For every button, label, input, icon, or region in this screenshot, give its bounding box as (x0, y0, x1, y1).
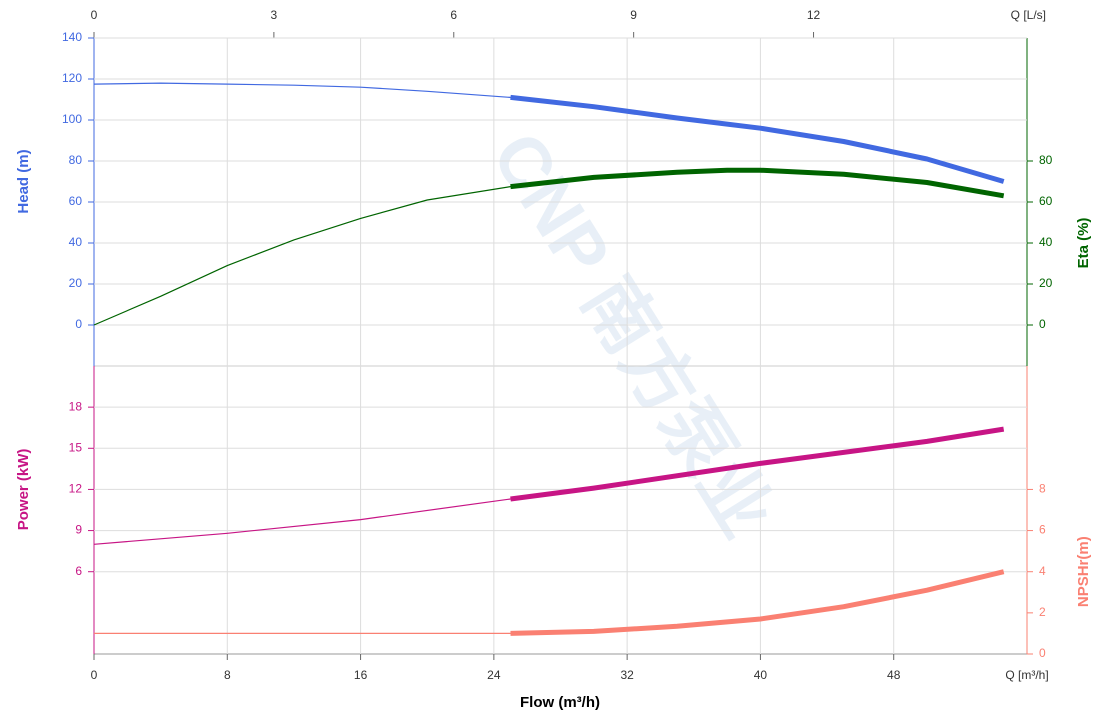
curve-duty (510, 569, 1005, 636)
y2-tick-label: 0 (1039, 317, 1046, 331)
y2-tick-label: 0 (1039, 646, 1046, 660)
y2-axis-label: Eta (%) (1075, 218, 1092, 269)
x-axis-label: Flow (m³/h) (520, 694, 600, 711)
y2-tick-label: 6 (1039, 523, 1046, 537)
x-tick-label: 8 (224, 668, 231, 682)
y-tick-label: 20 (69, 276, 83, 290)
x-tick-label: 16 (354, 668, 368, 682)
y-tick-label: 80 (69, 153, 83, 167)
y-tick-label: 15 (69, 440, 83, 454)
y-tick-label: 40 (69, 235, 83, 249)
x2-unit-label: Q [L/s] (1011, 8, 1046, 22)
curve (93, 186, 511, 326)
x-tick-label: 24 (487, 668, 501, 682)
curve-duty (510, 167, 1005, 199)
curve-duty (510, 426, 1005, 502)
y-tick-label: 18 (69, 399, 83, 413)
x2-tick-label: 3 (271, 8, 278, 22)
y2-tick-label: 80 (1039, 153, 1053, 167)
y2-tick-label: 2 (1039, 605, 1046, 619)
x-tick-label: 32 (620, 668, 634, 682)
y-axis-label: Power (kW) (15, 449, 32, 531)
x2-tick-label: 0 (91, 8, 98, 22)
y-axis-label: Head (m) (15, 149, 32, 213)
y2-tick-label: 60 (1039, 194, 1053, 208)
y-tick-label: 100 (62, 112, 82, 126)
y-tick-label: 0 (75, 317, 82, 331)
x2-tick-label: 9 (630, 8, 637, 22)
y-tick-label: 60 (69, 194, 83, 208)
x-tick-label: 48 (887, 668, 901, 682)
curve (93, 498, 511, 545)
curve-duty (510, 94, 1005, 184)
y2-tick-label: 8 (1039, 482, 1046, 496)
y-tick-label: 6 (75, 564, 82, 578)
y2-tick-label: 20 (1039, 276, 1053, 290)
y-tick-label: 120 (62, 71, 82, 85)
y2-axis-label: NPSHr(m) (1075, 536, 1092, 607)
x2-tick-label: 6 (450, 8, 457, 22)
x2-tick-label: 12 (807, 8, 821, 22)
y2-tick-label: 4 (1039, 564, 1046, 578)
x-tick-label: 0 (91, 668, 98, 682)
y-tick-label: 140 (62, 30, 82, 44)
x-tick-label: 40 (754, 668, 768, 682)
y-tick-label: 9 (75, 523, 82, 537)
y-tick-label: 12 (69, 482, 83, 496)
x-unit-label: Q [m³/h] (1005, 668, 1048, 682)
curve (93, 82, 511, 98)
y2-tick-label: 40 (1039, 235, 1053, 249)
